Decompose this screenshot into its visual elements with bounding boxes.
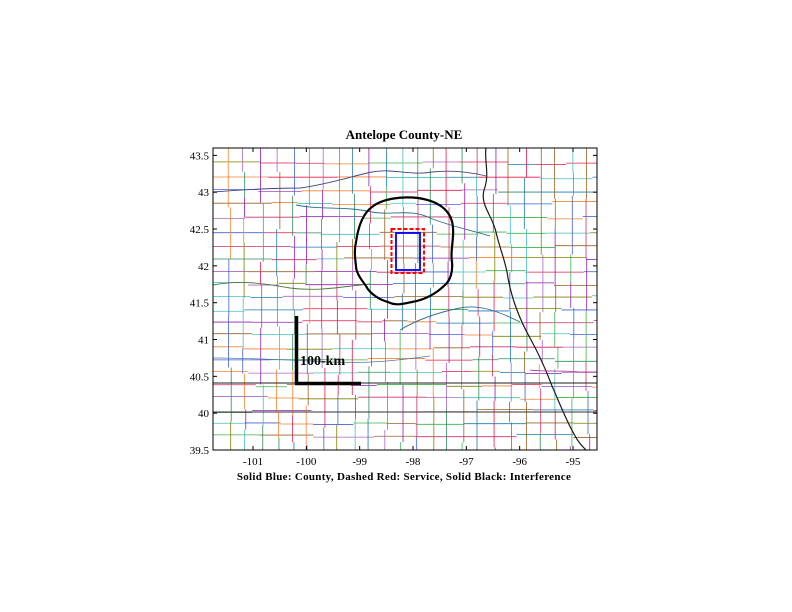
x-tick-label: -96 [512, 456, 527, 468]
y-tick-label: 42.5 [190, 224, 210, 236]
county-outline [395, 232, 421, 271]
y-tick-label: 41 [198, 335, 209, 347]
state-border-line [213, 170, 487, 193]
scale-bar: 100-km [294, 316, 361, 386]
state-borders [213, 148, 597, 450]
y-tick-label: 41.5 [190, 298, 210, 310]
axis-ticks: -101 -100 -99 -98 -97 -96 -95 39.5 40 40.5 41 41.5 4… [190, 148, 597, 468]
service-area [390, 228, 425, 274]
y-tick-label: 39.5 [190, 445, 210, 457]
plot-frame [212, 147, 598, 451]
y-tick-label: 43 [198, 187, 210, 199]
state-border-line [213, 281, 371, 290]
y-tick-label: 42 [198, 261, 209, 273]
x-tick-label: -95 [566, 456, 581, 468]
y-tick-label: 43.5 [190, 150, 210, 162]
state-border-line [213, 355, 431, 363]
interference-contour [353, 196, 455, 306]
x-tick-label: -99 [352, 456, 367, 468]
x-tick-label: -98 [406, 456, 421, 468]
x-tick-label: -97 [459, 456, 474, 468]
state-border-line [482, 148, 587, 450]
map-title: Antelope County-NE [346, 127, 463, 142]
x-tick-label: -100 [296, 456, 317, 468]
state-border-line [529, 369, 597, 373]
county-boundaries [213, 148, 597, 450]
y-tick-label: 40 [198, 408, 210, 420]
state-border-line [295, 204, 491, 237]
map-caption: Solid Blue: County, Dashed Red: Service,… [237, 471, 571, 483]
x-tick-label: -101 [243, 456, 263, 468]
state-border-line [399, 306, 521, 331]
scale-label: 100-km [300, 354, 345, 369]
y-tick-label: 40.5 [190, 371, 210, 383]
